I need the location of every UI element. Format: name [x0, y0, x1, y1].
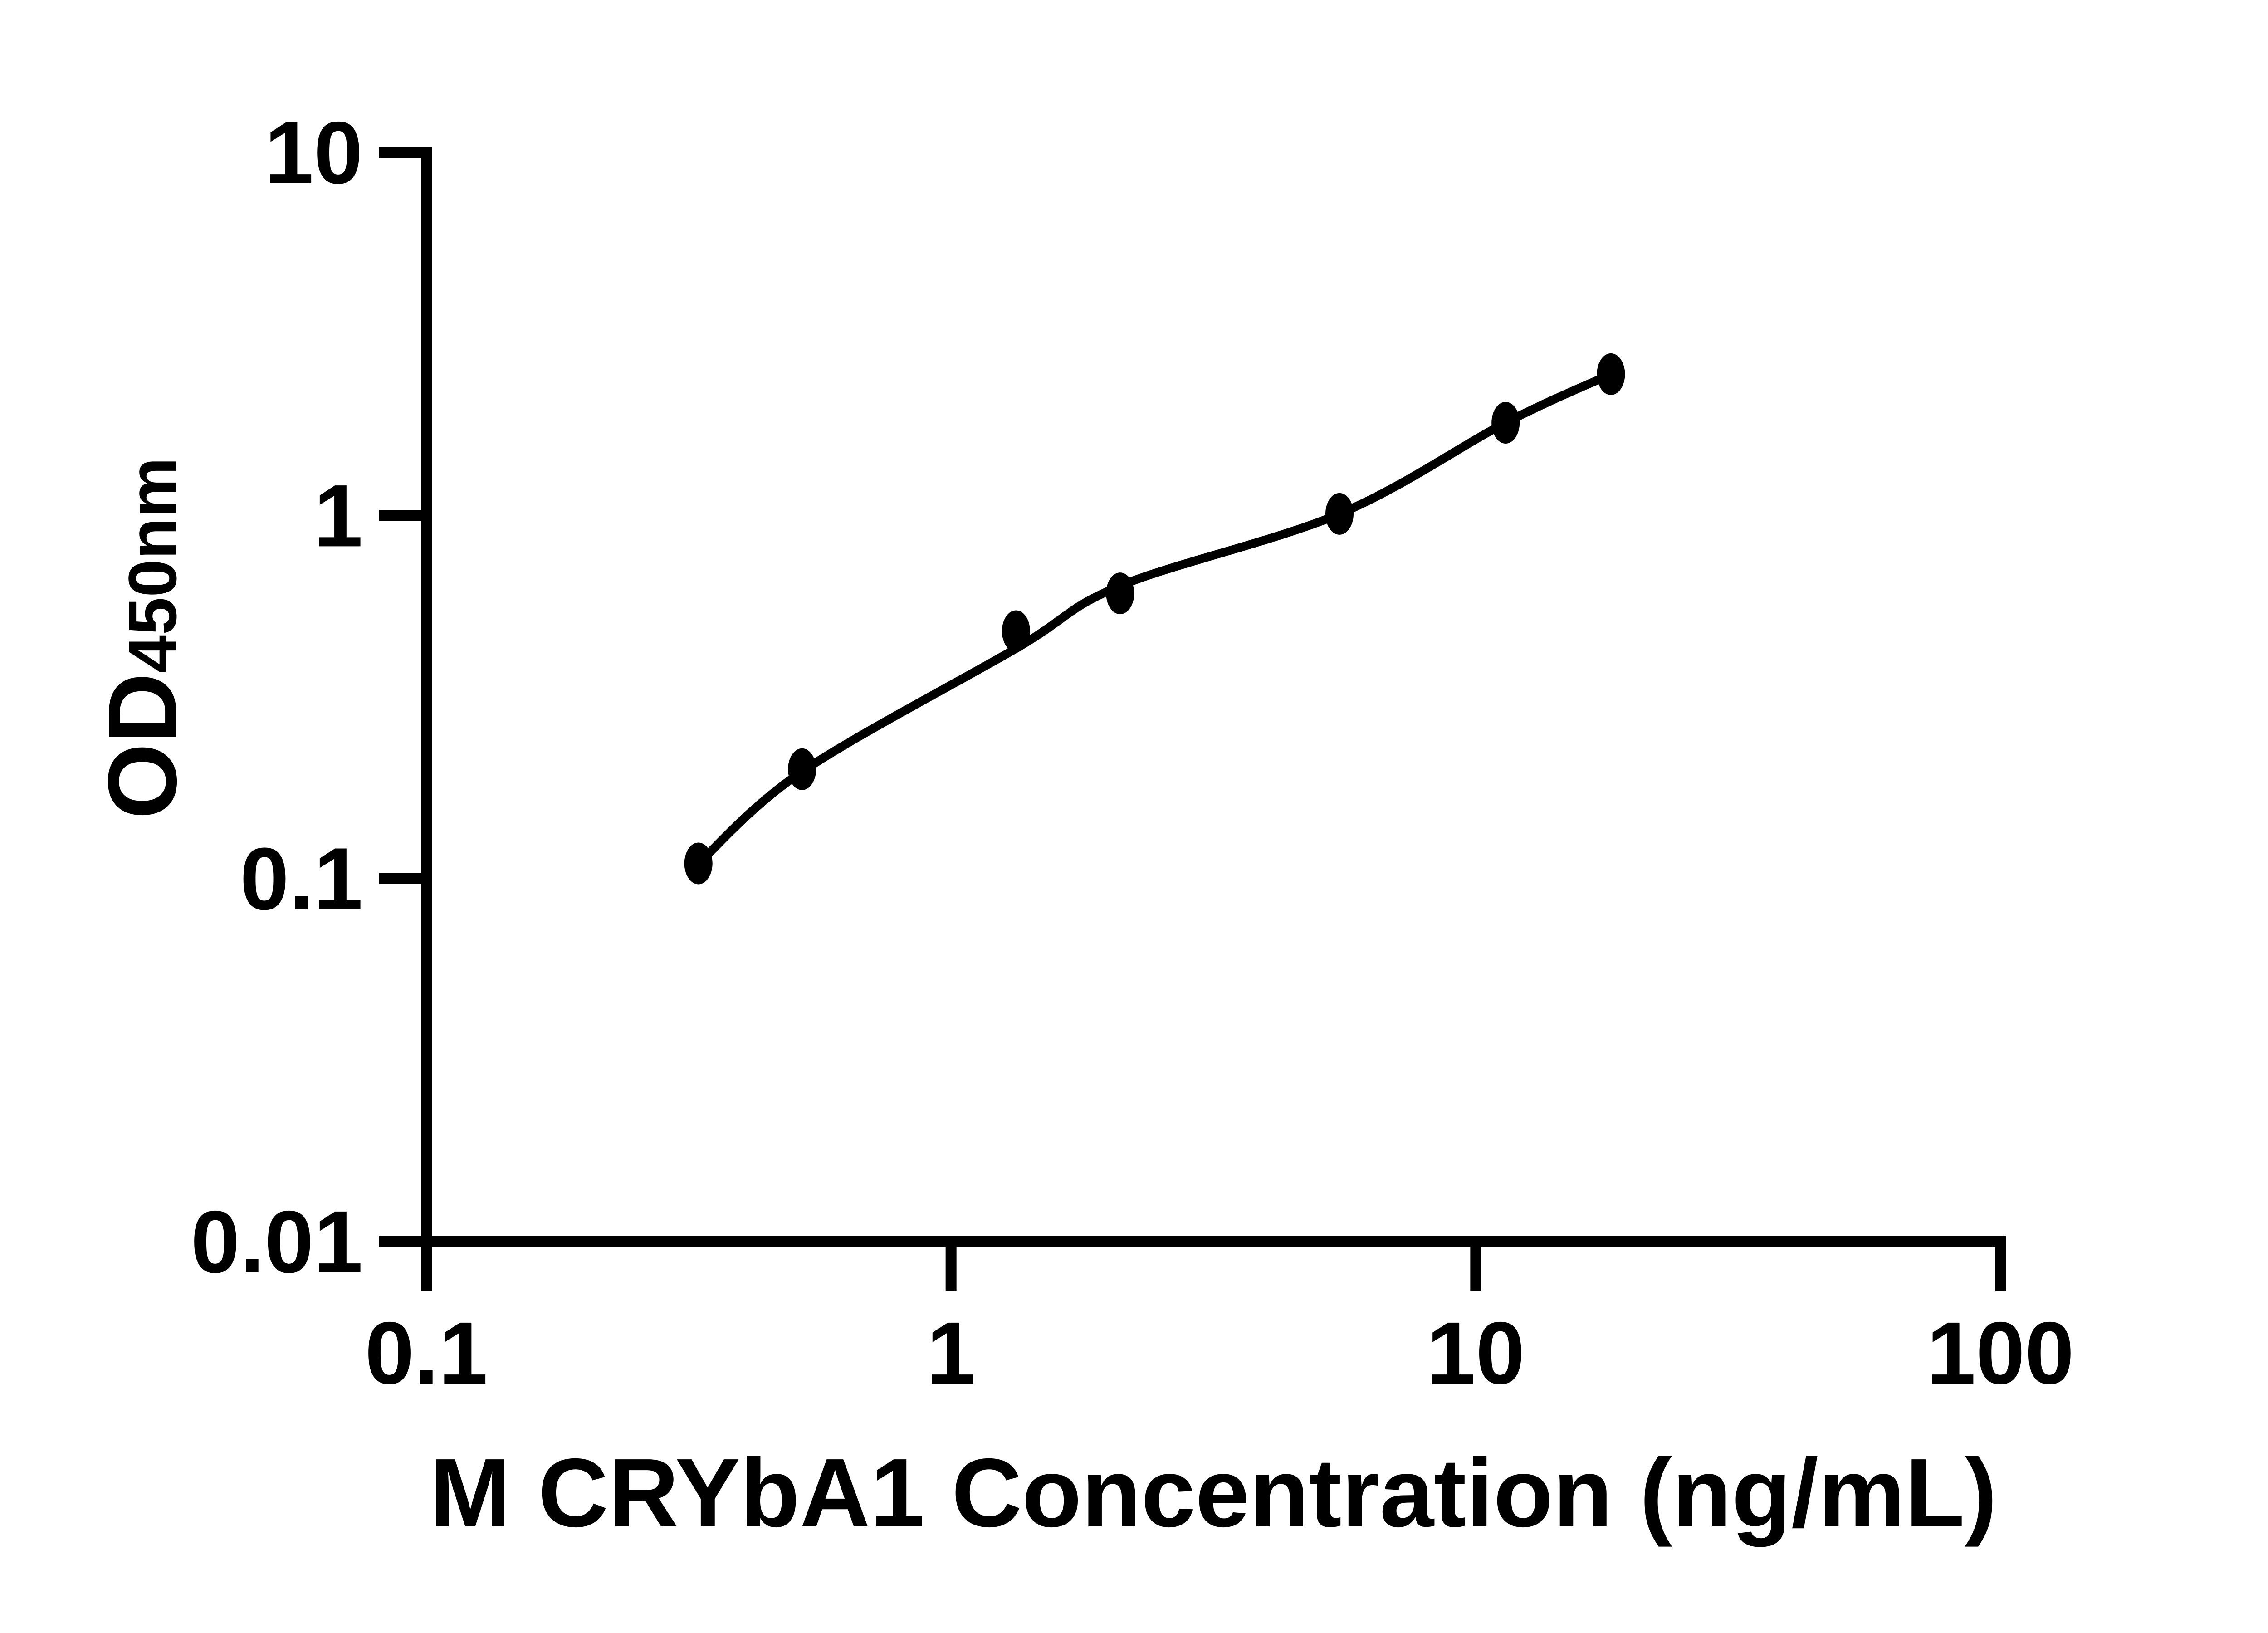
y-tick-label: 1 — [314, 466, 363, 565]
y-tick-label: 10 — [264, 103, 363, 202]
y-axis-title: OD450nm — [88, 457, 197, 819]
fit-curve — [694, 370, 1615, 868]
data-point — [684, 842, 713, 885]
y-tick-label: 0.01 — [191, 1193, 363, 1291]
data-point — [1491, 402, 1520, 444]
x-tick-label: 10 — [1427, 1304, 1525, 1403]
data-point — [1325, 493, 1354, 535]
y-axis-title-main: OD — [88, 673, 197, 819]
data-point — [788, 748, 816, 790]
x-tick-label: 1 — [926, 1304, 975, 1403]
y-axis-title-sub: 450nm — [114, 457, 191, 673]
data-point — [1002, 610, 1030, 652]
data-point — [1106, 572, 1134, 615]
y-tick-label: 0.1 — [240, 830, 363, 929]
x-tick-label: 0.1 — [365, 1304, 488, 1403]
x-axis-title: M CRYbA1 Concentration (ng/mL) — [430, 1438, 1997, 1547]
x-tick-label: 100 — [1926, 1304, 2074, 1403]
data-point — [1597, 353, 1625, 395]
